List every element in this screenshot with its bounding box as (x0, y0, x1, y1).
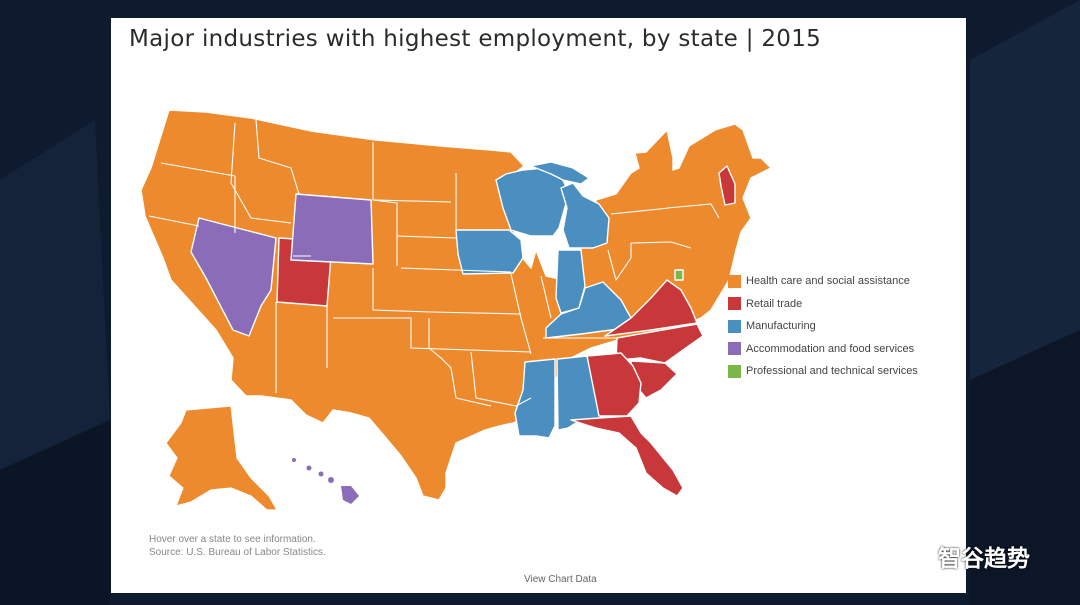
hover-hint: Hover over a state to see information. (149, 534, 316, 545)
legend-item-manufacturing[interactable]: Manufacturing (728, 315, 918, 338)
state-hawaii[interactable] (292, 458, 359, 504)
map-title: Major industries with highest employment… (129, 26, 822, 52)
legend-swatch (728, 319, 741, 333)
legend: Health care and social assistance Retail… (728, 270, 918, 383)
state-virginia[interactable] (604, 279, 698, 337)
legend-swatch (728, 364, 741, 378)
state-michigan-upper[interactable] (530, 161, 590, 185)
us-map (140, 109, 772, 511)
view-chart-data-link[interactable]: View Chart Data (524, 574, 597, 585)
state-wyoming[interactable] (290, 193, 374, 265)
state-mississippi[interactable] (514, 358, 556, 439)
state-florida[interactable] (570, 415, 684, 497)
state-georgia[interactable] (586, 352, 642, 417)
state-alaska[interactable] (165, 405, 279, 511)
map-panel: Major industries with highest employment… (111, 18, 966, 593)
watermark-text: 智谷趋势 (938, 546, 1030, 572)
legend-label: Retail trade (746, 297, 803, 310)
legend-item-retail[interactable]: Retail trade (728, 293, 918, 316)
state-michigan-lower[interactable] (560, 182, 610, 249)
source-note: Source: U.S. Bureau of Labor Statistics. (149, 547, 326, 558)
legend-swatch (728, 297, 741, 311)
legend-swatch (728, 342, 741, 356)
legend-swatch (728, 274, 741, 288)
legend-item-accommodation[interactable]: Accommodation and food services (728, 338, 918, 361)
legend-label: Manufacturing (746, 320, 816, 333)
state-iowa[interactable] (455, 229, 524, 275)
legend-item-professional[interactable]: Professional and technical services (728, 360, 918, 383)
legend-label: Professional and technical services (746, 365, 918, 378)
state-new-hampshire[interactable] (718, 165, 736, 206)
watermark: 智谷趋势 (884, 536, 1030, 576)
state-district-of-columbia[interactable] (674, 269, 684, 281)
bird-logo-icon (889, 549, 927, 570)
legend-label: Health care and social assistance (746, 275, 910, 288)
state-wisconsin[interactable] (495, 167, 570, 237)
legend-item-healthcare[interactable]: Health care and social assistance (728, 270, 918, 293)
state-nevada[interactable] (190, 217, 277, 337)
state-borders (148, 119, 720, 407)
legend-label: Accommodation and food services (746, 342, 915, 355)
